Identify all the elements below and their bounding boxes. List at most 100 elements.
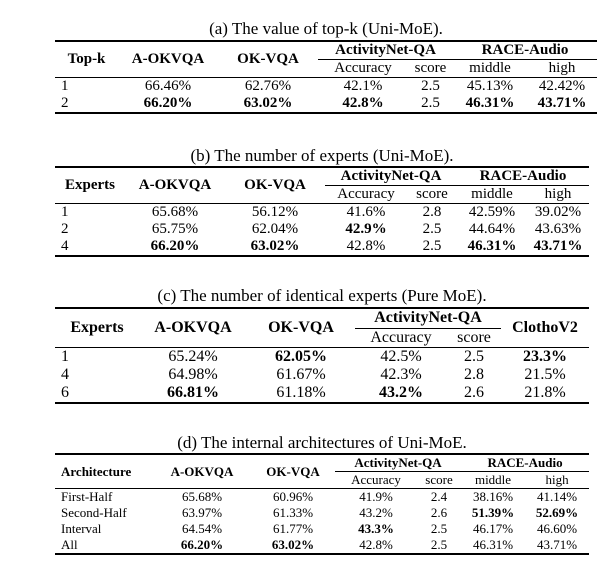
table-d-caption: (d) The internal architectures of Uni-Mo… [177, 433, 467, 452]
subheader-score: score [408, 59, 454, 78]
cell: 43.2% [379, 383, 423, 401]
cell: 2.5 [430, 521, 448, 536]
cell: 43.71% [533, 238, 583, 254]
table-row: 2 65.75% 62.04% 42.9% 2.5 44.64% 43.63% [55, 221, 589, 238]
cell: 2.8 [464, 365, 484, 383]
subheader-high: high [525, 471, 590, 489]
table-a-caption: (a) The value of top-k (Uni-MoE). [209, 19, 443, 38]
table-row: 4 64.98% 61.67% 42.3% 2.8 21.5% [55, 366, 589, 384]
cell: 42.3% [380, 365, 422, 383]
cell: 46.60% [536, 521, 578, 536]
cell: 41.14% [536, 489, 578, 504]
cell: 21.5% [524, 365, 566, 383]
cell: 42.5% [380, 347, 422, 365]
cell: All [61, 537, 78, 552]
subheader-high: high [527, 59, 598, 78]
cell: 65.24% [168, 347, 218, 365]
cell: 42.8% [359, 537, 393, 552]
table-b: Experts A-OKVQA OK-VQA ActivityNet-QA RA… [55, 166, 590, 257]
cell: 61.67% [276, 365, 326, 383]
table-row: 2 66.20% 63.02% 42.8% 2.5 46.31% 43.71% [55, 95, 598, 113]
cell: 2.5 [464, 347, 484, 365]
header-race-audio: RACE-Audio [487, 455, 563, 470]
header-ok-vqa: OK-VQA [218, 41, 318, 78]
cell: 42.1% [343, 78, 383, 94]
subheader-score: score [417, 471, 462, 489]
header-a-okvqa: A-OKVQA [153, 454, 251, 489]
cell: 43.63% [534, 221, 582, 237]
cell: 46.31% [472, 537, 514, 552]
table-b-caption: (b) The number of experts (Uni-MoE). [190, 146, 454, 165]
cell: 66.20% [143, 95, 193, 111]
cell: 2 [61, 221, 69, 237]
header-a-okvqa: A-OKVQA [118, 41, 218, 78]
cell: 65.75% [151, 221, 199, 237]
cell: 42.9% [345, 221, 387, 237]
cell: 2.5 [421, 95, 440, 111]
header-activitynet-qa: ActivityNet-QA [354, 455, 442, 470]
cell: 60.96% [272, 489, 314, 504]
cell: 41.9% [359, 489, 393, 504]
cell: Second-Half [61, 505, 127, 520]
cell: 46.17% [472, 521, 514, 536]
cell: 56.12% [251, 204, 299, 220]
cell: 65.68% [181, 489, 223, 504]
cell: 42.8% [346, 238, 386, 254]
cell: 63.02% [271, 537, 315, 552]
header-activitynet-qa: ActivityNet-QA [340, 168, 442, 184]
cell: 2.5 [422, 238, 442, 254]
cell: 64.54% [181, 521, 223, 536]
cell: 2.6 [430, 505, 448, 520]
cell: 64.98% [168, 365, 218, 383]
cell: 62.05% [275, 347, 327, 365]
cell: 2.4 [430, 489, 448, 504]
header-ok-vqa: OK-VQA [247, 308, 355, 348]
table-row: All 66.20% 63.02% 42.8% 2.5 46.31% 43.71… [55, 537, 590, 554]
table-row: 1 65.68% 56.12% 41.6% 2.8 42.59% 39.02% [55, 204, 589, 222]
cell: 43.2% [359, 505, 393, 520]
table-c: Experts A-OKVQA OK-VQA ActivityNet-QA Cl… [55, 307, 590, 404]
cell: 52.69% [535, 505, 579, 520]
subheader-middle: middle [457, 185, 528, 204]
header-activitynet-qa: ActivityNet-QA [335, 42, 436, 58]
cell: 44.64% [468, 221, 516, 237]
cell: 21.8% [524, 383, 566, 401]
cell: 6 [61, 383, 69, 401]
cell: 39.02% [534, 204, 582, 220]
cell: 23.3% [523, 347, 568, 365]
table-c-caption: (c) The number of identical experts (Pur… [157, 286, 487, 305]
subheader-score: score [447, 327, 502, 347]
table-row: 4 66.20% 63.02% 42.8% 2.5 46.31% 43.71% [55, 238, 590, 256]
table-d: Architecture A-OKVQA OK-VQA ActivityNet-… [55, 453, 590, 555]
cell: 2.5 [422, 221, 442, 237]
cell: 43.71% [536, 537, 578, 552]
table-row: 6 66.81% 61.18% 43.2% 2.6 21.8% [55, 383, 590, 403]
cell: 66.46% [144, 78, 192, 94]
cell: Interval [61, 521, 102, 536]
cell: 1 [61, 78, 69, 94]
cell: 46.31% [467, 238, 517, 254]
cell: 65.68% [151, 204, 199, 220]
cell: 61.18% [276, 383, 326, 401]
cell: 38.16% [472, 489, 514, 504]
cell: 43.3% [358, 521, 394, 536]
header-architecture: Architecture [55, 454, 153, 489]
subheader-accuracy: Accuracy [335, 471, 417, 489]
cell: 41.6% [346, 204, 386, 220]
cell: 2.5 [421, 78, 440, 94]
cell: 2 [61, 95, 69, 111]
cell: 61.33% [272, 505, 314, 520]
header-ok-vqa: OK-VQA [251, 454, 335, 489]
cell: 62.76% [244, 78, 292, 94]
table-a: Top-k A-OKVQA OK-VQA ActivityNet-QA RACE… [55, 40, 598, 114]
cell: 42.59% [468, 204, 516, 220]
subheader-accuracy: Accuracy [318, 59, 408, 78]
header-experts: Experts [55, 308, 139, 348]
subheader-accuracy: Accuracy [355, 327, 447, 347]
header-ok-vqa: OK-VQA [225, 167, 325, 204]
header-activitynet-qa: ActivityNet-QA [374, 309, 482, 327]
cell: 46.31% [465, 95, 515, 111]
cell: 42.42% [538, 78, 586, 94]
subheader-middle: middle [461, 471, 526, 489]
cell: 43.71% [537, 95, 587, 111]
